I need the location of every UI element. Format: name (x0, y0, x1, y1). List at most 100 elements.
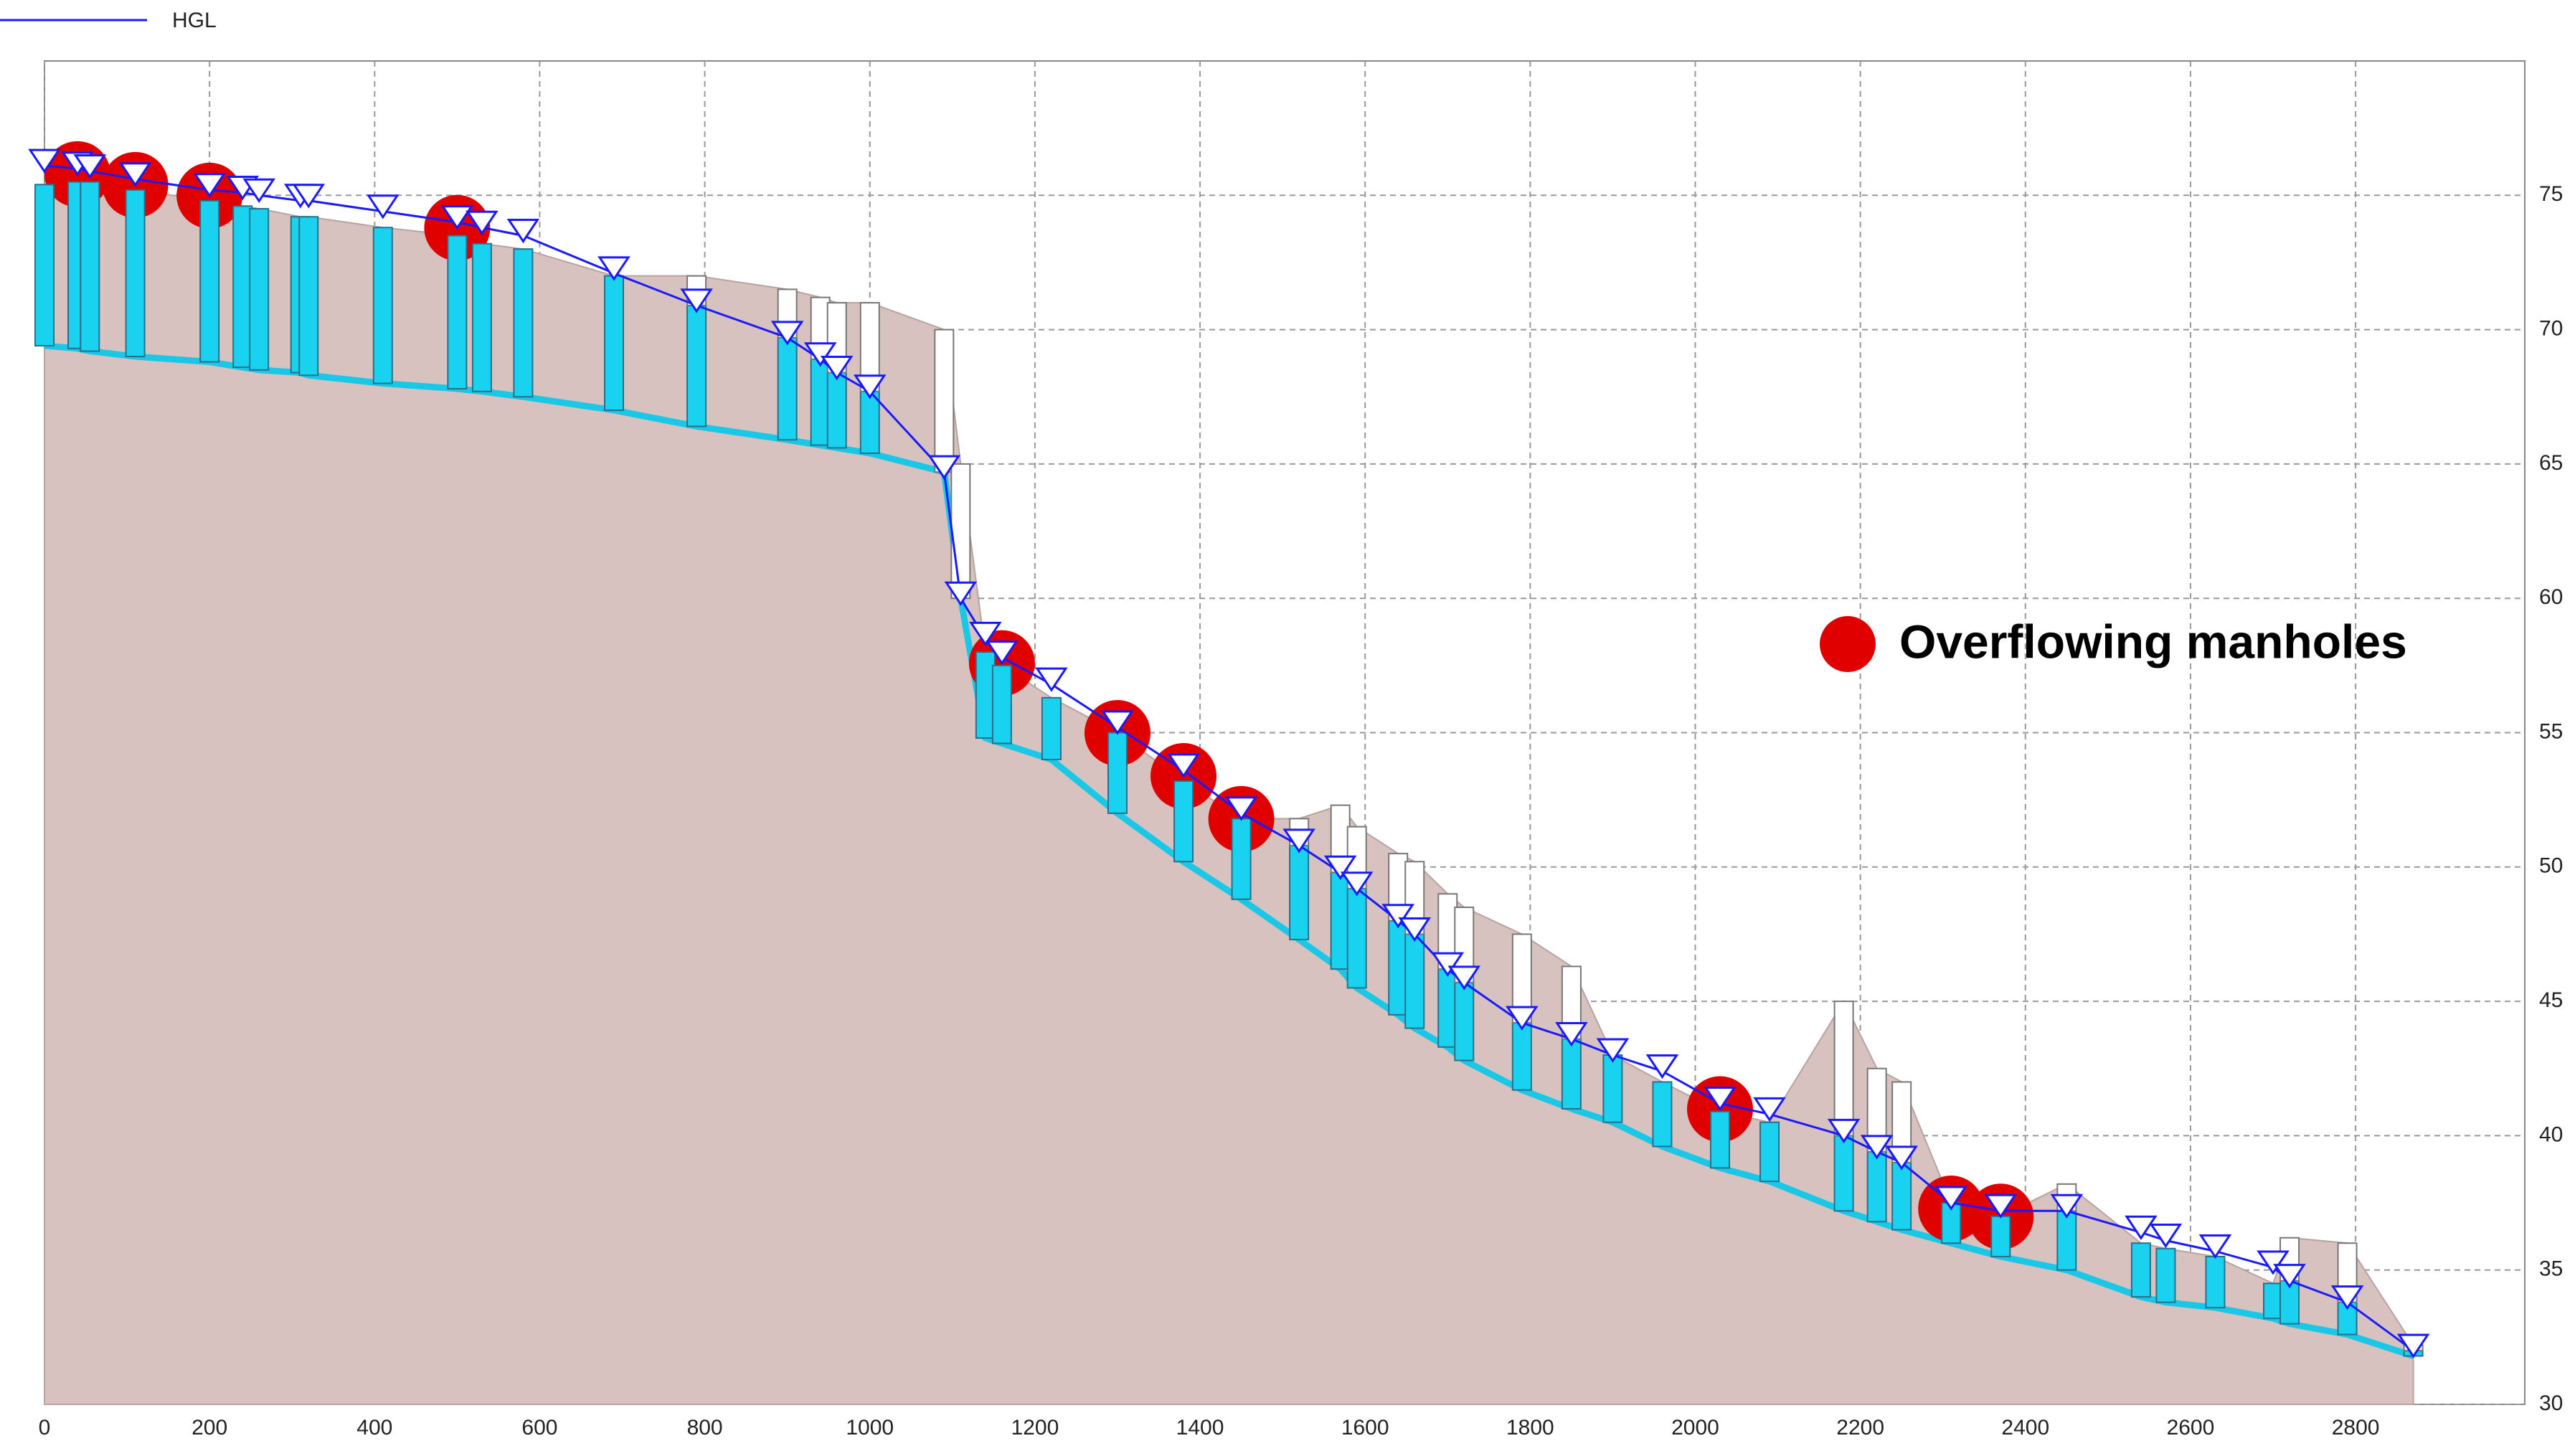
manhole-water (232, 205, 253, 369)
manhole-water (1454, 981, 1475, 1062)
manhole-water (1710, 1110, 1731, 1169)
hgl-marker (1035, 667, 1068, 692)
manhole-water (471, 242, 492, 392)
hgl-marker (1704, 1086, 1737, 1112)
manhole-water (1866, 1150, 1887, 1223)
manhole-water (1346, 887, 1367, 989)
hgl-marker (1340, 871, 1374, 897)
x-tick-label: 2000 (1671, 1416, 1719, 1440)
legend-label: HGL (172, 9, 217, 32)
hgl-marker (2125, 1215, 2158, 1240)
manhole-water (1404, 933, 1425, 1029)
manhole-water (125, 189, 146, 358)
hgl-marker (969, 621, 1002, 647)
x-tick-label: 1200 (1011, 1416, 1059, 1440)
manhole-water (810, 358, 831, 446)
manhole-water (686, 304, 707, 427)
x-tick-label: 1800 (1506, 1416, 1554, 1440)
hgl-marker (770, 321, 804, 346)
y-tick-label: 65 (2539, 451, 2563, 475)
hgl-marker (242, 178, 275, 204)
hgl-marker (28, 148, 61, 174)
y-tick-label: 50 (2539, 854, 2563, 878)
y-tick-label: 45 (2539, 988, 2563, 1012)
manhole-water (2056, 1210, 2077, 1271)
manhole-empty (934, 328, 955, 473)
hgl-marker (1506, 1006, 1539, 1031)
manhole-water (777, 336, 798, 441)
hgl-marker (73, 154, 107, 179)
hgl-marker (1282, 828, 1315, 854)
hgl-marker (680, 288, 713, 313)
hgl-marker (986, 640, 1019, 666)
hgl-marker (2149, 1223, 2183, 1249)
manhole-water (34, 184, 55, 347)
x-tick-label: 1600 (1341, 1416, 1389, 1440)
manhole-water (2279, 1280, 2300, 1325)
hgl-marker (506, 218, 540, 244)
manhole-water (2130, 1242, 2151, 1298)
x-tick-label: 2600 (2167, 1416, 2215, 1440)
hgl-marker (292, 184, 326, 209)
x-tick-label: 2800 (2332, 1416, 2380, 1440)
manhole-water (1041, 696, 1062, 760)
manhole-water (1107, 732, 1128, 814)
y-tick-label: 75 (2539, 182, 2563, 206)
manhole-water (1173, 780, 1194, 863)
manhole-water (1891, 1161, 1912, 1231)
manhole-water (513, 248, 534, 398)
hgl-marker (597, 256, 630, 281)
x-tick-label: 2400 (2001, 1416, 2049, 1440)
manhole-water (1330, 871, 1351, 970)
manhole-water (1652, 1081, 1673, 1148)
hgl-marker (803, 342, 837, 367)
y-tick-label: 35 (2539, 1257, 2563, 1281)
x-tick-label: 200 (192, 1416, 227, 1440)
x-tick-label: 400 (356, 1416, 392, 1440)
hgl-marker (440, 205, 474, 230)
manhole-water (1231, 818, 1252, 900)
y-tick-label: 30 (2539, 1391, 2563, 1415)
annotation-text: Overflowing manholes (1899, 615, 2407, 668)
manhole-water (859, 390, 880, 454)
x-tick-label: 800 (687, 1416, 723, 1440)
manhole-water (1289, 844, 1310, 940)
y-tick-label: 70 (2539, 317, 2563, 341)
manhole-water (2205, 1255, 2226, 1309)
hgl-marker (2330, 1285, 2364, 1310)
x-tick-label: 1000 (846, 1416, 894, 1440)
hgl-marker (1447, 965, 1481, 991)
manhole-water (826, 372, 847, 449)
x-tick-label: 2200 (1836, 1416, 1884, 1440)
hgl-marker (1101, 710, 1134, 735)
hgl-marker (193, 173, 226, 198)
hgl-marker (2257, 1250, 2290, 1275)
y-tick-label: 60 (2539, 585, 2563, 609)
hgl-marker (1753, 1097, 1786, 1122)
hgl-marker (367, 194, 400, 219)
hgl-marker (1827, 1118, 1861, 1144)
hgl-marker (1555, 1022, 1588, 1047)
hgl-marker (944, 581, 978, 606)
hgl-marker (466, 210, 499, 235)
hgl-marker (1885, 1145, 1918, 1171)
hgl-marker (2396, 1333, 2430, 1358)
hgl-marker (118, 162, 152, 187)
hgl-marker (1167, 753, 1200, 778)
manhole-water (1561, 1038, 1582, 1110)
x-tick-label: 1400 (1176, 1416, 1224, 1440)
manhole-water (604, 275, 625, 411)
manhole-water (372, 227, 393, 384)
hgl-marker (927, 455, 961, 480)
y-tick-label: 40 (2539, 1122, 2563, 1146)
manhole-water (1602, 1054, 1623, 1123)
manhole-water (1833, 1135, 1854, 1212)
hgl-marker (1381, 904, 1415, 929)
manhole-empty (1833, 1001, 1854, 1137)
manhole-water (2155, 1247, 2176, 1303)
hgl-marker (2273, 1264, 2306, 1289)
manhole-water (1511, 1022, 1532, 1091)
hgl-marker (1934, 1186, 1968, 1211)
hgl-marker (1224, 796, 1258, 821)
